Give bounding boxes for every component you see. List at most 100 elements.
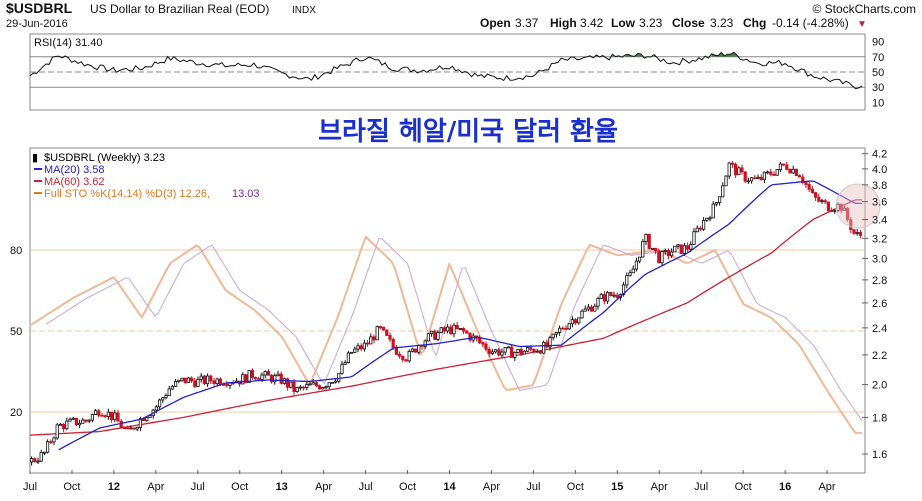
x-axis-label: Apr <box>147 481 164 493</box>
price-tick-label: 4.0 <box>872 164 887 176</box>
sto-k-line <box>29 235 862 434</box>
candle-body <box>782 163 786 166</box>
candle-body <box>599 294 603 299</box>
symbol-description: US Dollar to Brazilian Real (EOD) <box>90 2 269 16</box>
price-tick-label: 3.2 <box>872 233 887 245</box>
candle-body <box>497 349 501 356</box>
candle-body <box>570 319 575 325</box>
candle-body <box>807 184 811 190</box>
candle-body <box>849 219 853 231</box>
chg-value: -0.14 (-4.28%) <box>772 16 849 30</box>
candle-body <box>711 203 715 219</box>
candle-body <box>55 424 59 439</box>
symbol-title: $USDBRL <box>6 0 73 16</box>
candle-body <box>567 323 571 330</box>
sto-tick-label: 50 <box>10 326 22 338</box>
candle-body <box>785 164 789 170</box>
candle-body <box>529 347 533 350</box>
candle-body <box>558 327 562 333</box>
low-value: 3.23 <box>639 16 663 30</box>
x-axis-label: Jul <box>23 481 37 493</box>
candle-body <box>225 384 229 386</box>
candle-body <box>855 232 859 234</box>
candle-body <box>615 294 619 298</box>
candle-body <box>676 244 680 247</box>
candle-body <box>801 176 805 183</box>
candle-body <box>65 420 69 430</box>
candle-body <box>87 419 91 422</box>
high-value: 3.42 <box>580 16 604 30</box>
candle-body <box>759 176 763 181</box>
candle-body <box>346 352 351 363</box>
candle-body <box>161 397 165 401</box>
candle-body <box>359 345 363 350</box>
candle-body <box>455 324 459 330</box>
candle-body <box>404 359 408 362</box>
candle-body <box>62 423 66 430</box>
price-tick-label: 2.6 <box>872 298 887 310</box>
candle-body <box>180 377 184 381</box>
candle-body <box>753 177 757 180</box>
candle-body <box>279 373 283 384</box>
candle-body <box>129 427 133 430</box>
candle-body <box>423 340 427 347</box>
candle-body <box>490 351 495 354</box>
candle-body <box>535 350 539 353</box>
candle-body <box>580 310 584 319</box>
candle-body <box>631 268 635 274</box>
price-panel-frame <box>29 147 866 474</box>
candle-body <box>522 350 527 355</box>
candle-body <box>164 395 168 399</box>
candle-body <box>481 342 485 345</box>
candle-body <box>324 386 328 389</box>
candle-body <box>391 338 395 349</box>
exchange-label: INDX <box>292 5 316 16</box>
candle-body <box>484 343 488 350</box>
candle-body <box>321 387 325 390</box>
x-axis-label: Oct <box>399 481 416 493</box>
candle-body <box>49 441 53 443</box>
candle-body <box>349 351 354 354</box>
candle-body <box>740 167 744 173</box>
candle-body <box>628 272 632 277</box>
candle-body <box>820 200 824 203</box>
candle-body <box>58 423 63 426</box>
candle-body <box>602 294 607 302</box>
candle-body <box>362 342 367 350</box>
candle-body <box>548 337 552 348</box>
candle-body <box>705 217 709 221</box>
candle-body <box>397 353 402 357</box>
candle-body <box>170 385 174 390</box>
candle-body <box>852 229 856 234</box>
x-axis-label: Apr <box>315 481 332 493</box>
candle-body <box>657 250 661 264</box>
candle-body <box>90 414 94 421</box>
candle-body <box>266 371 271 376</box>
candle-body <box>724 175 728 187</box>
candle-body <box>42 451 47 454</box>
candle-body <box>388 335 392 340</box>
candle-body <box>823 200 827 203</box>
price-tick-label: 3.6 <box>872 197 887 209</box>
candle-body <box>593 305 597 312</box>
candle-body <box>730 162 735 165</box>
candle-body <box>33 458 37 463</box>
candle-body <box>413 348 418 353</box>
candle-body <box>734 163 738 176</box>
candle-body <box>340 363 344 374</box>
candle-body <box>193 380 197 387</box>
candle-body <box>189 377 194 382</box>
candle-body <box>244 374 248 383</box>
x-axis-label: Oct <box>567 481 584 493</box>
candle-body <box>650 247 655 250</box>
candle-body <box>830 210 834 213</box>
price-tick-label: 2.2 <box>872 350 887 362</box>
candle-body <box>692 231 696 245</box>
candle-body <box>756 176 760 179</box>
candle-body <box>116 412 120 422</box>
candle-body <box>135 427 139 430</box>
rsi-tick-label: 10 <box>872 97 884 109</box>
candle-body <box>666 250 671 257</box>
close-value: 3.23 <box>710 16 734 30</box>
